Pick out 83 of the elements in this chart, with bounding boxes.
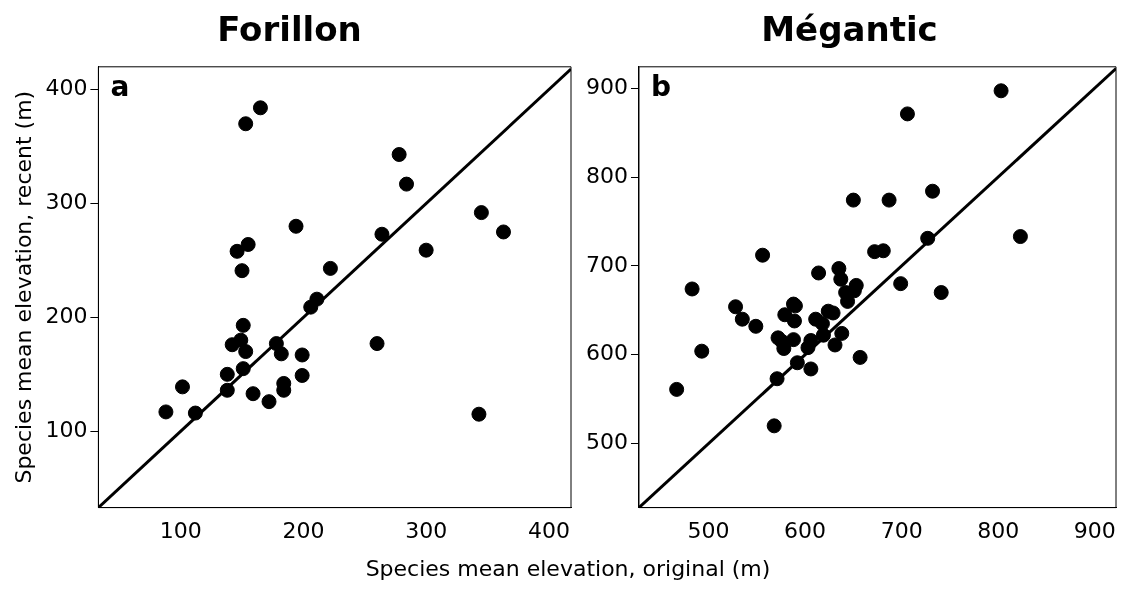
point <box>288 218 304 234</box>
point <box>993 83 1009 99</box>
point <box>374 226 390 242</box>
point <box>933 285 949 301</box>
y-tick-label: 900 <box>585 73 628 99</box>
chart-title: Mégantic <box>761 9 938 50</box>
point <box>789 355 805 371</box>
point <box>174 379 190 395</box>
point <box>309 291 325 307</box>
point <box>1012 229 1028 245</box>
point <box>748 318 764 334</box>
y-tick-label: 700 <box>585 251 628 277</box>
point <box>766 418 782 434</box>
point <box>261 394 277 410</box>
x-tick-label: 300 <box>405 517 448 543</box>
point <box>471 406 487 422</box>
point <box>158 404 174 420</box>
point <box>852 349 868 365</box>
y-axis-title: Species mean elevation, recent (m) <box>10 90 36 484</box>
point <box>899 106 915 122</box>
point <box>294 347 310 363</box>
point <box>803 361 819 377</box>
point <box>252 100 268 116</box>
y-tick-label: 800 <box>585 162 628 188</box>
point <box>399 176 415 192</box>
point <box>845 192 861 208</box>
point <box>881 192 897 208</box>
chart-title: Forillon <box>217 9 362 50</box>
point <box>734 311 750 327</box>
point <box>235 317 251 333</box>
point <box>920 230 936 246</box>
x-tick-label: 200 <box>282 517 325 543</box>
point <box>187 405 203 421</box>
point <box>473 205 489 221</box>
point <box>811 265 827 281</box>
point <box>848 277 864 293</box>
y-tick-label: 500 <box>585 429 628 455</box>
x-tick-label: 900 <box>1073 517 1116 543</box>
point <box>815 327 831 343</box>
point <box>391 147 407 162</box>
x-tick-label: 600 <box>784 517 827 543</box>
point <box>925 183 941 199</box>
point <box>833 271 849 287</box>
point <box>755 247 771 263</box>
point <box>893 276 909 292</box>
point <box>669 381 685 397</box>
x-axis-title: Species mean elevation, original (m) <box>364 556 772 581</box>
point <box>834 325 850 341</box>
point <box>785 332 801 348</box>
point <box>684 281 700 297</box>
point <box>234 263 250 279</box>
point <box>273 346 289 362</box>
x-tick-label: 500 <box>687 517 730 543</box>
x-tick-label: 100 <box>159 517 202 543</box>
point <box>219 382 235 398</box>
point <box>369 336 385 352</box>
point <box>294 367 310 383</box>
point <box>240 236 256 252</box>
point <box>322 260 338 276</box>
point <box>235 361 251 377</box>
y-tick-label: 300 <box>45 189 88 215</box>
x-tick-label: 700 <box>880 517 923 543</box>
point <box>769 371 785 387</box>
y-tick-label: 200 <box>45 303 88 329</box>
point <box>827 337 843 353</box>
point <box>495 224 511 240</box>
point <box>245 386 261 402</box>
annotation: b <box>650 70 672 104</box>
y-tick-label: 400 <box>45 75 88 101</box>
point <box>238 344 254 360</box>
point <box>418 242 434 258</box>
point <box>233 332 249 348</box>
y-tick-label: 600 <box>585 340 628 366</box>
point <box>219 366 235 382</box>
point <box>229 243 245 259</box>
x-tick-label: 800 <box>977 517 1020 543</box>
point <box>728 299 744 315</box>
point <box>694 343 710 359</box>
point <box>786 313 802 329</box>
x-tick-label: 400 <box>527 517 570 543</box>
annotation: a <box>110 70 130 104</box>
point <box>238 116 254 132</box>
y-tick-label: 100 <box>45 417 88 442</box>
